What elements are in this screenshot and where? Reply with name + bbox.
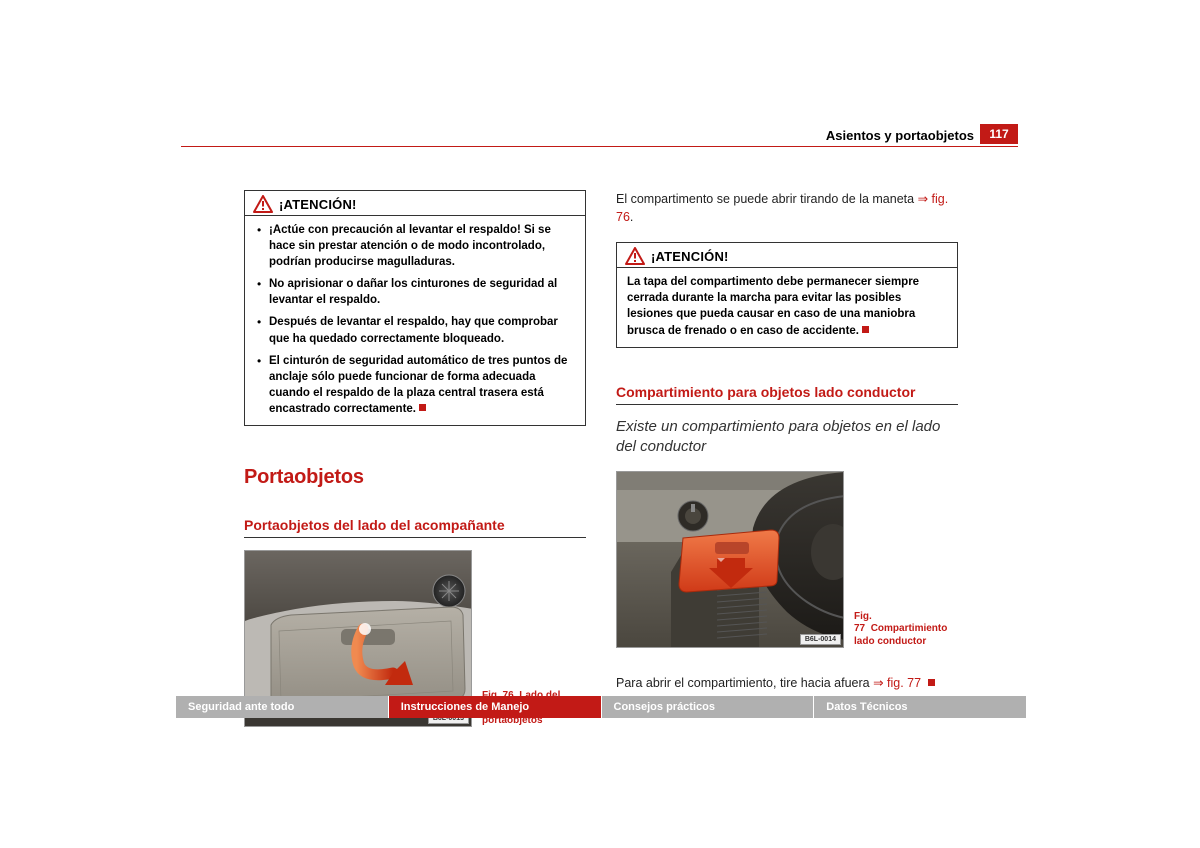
driver-compartment-illustration [617,472,844,648]
attention-title: ¡ATENCIÓN! [279,197,357,212]
subsection-heading: Compartimiento para objetos lado conduct… [616,384,958,400]
warning-icon [625,247,645,265]
end-square-icon [419,404,426,411]
footer-tabs: Seguridad ante todo Instrucciones de Man… [176,696,1026,718]
attention-item: ¡Actúe con precaución al levantar el res… [255,222,575,270]
end-square-icon [862,326,869,333]
attention-box-left: ¡ATENCIÓN! ¡Actúe con precaución al leva… [244,190,586,426]
figure-caption: Fig. 77 Compartimiento lado conductor [854,611,954,649]
attention-item: Después de levantar el respaldo, hay que… [255,314,575,346]
figure-77: B6L-0014 Fig. 77 Compartimiento lado con… [616,471,958,648]
attention-body: ¡Actúe con precaución al levantar el res… [245,216,585,425]
subsection-heading: Portaobjetos del lado del acompañante [244,517,586,533]
attention-item: El cinturón de seguridad automático de t… [255,353,575,417]
page-number: 117 [980,124,1018,144]
tab-instrucciones[interactable]: Instrucciones de Manejo [389,696,602,718]
section-heading: Portaobjetos [244,466,586,489]
end-square-icon [928,679,935,686]
right-column: El compartimento se puede abrir tirando … [616,190,1026,727]
tab-datos[interactable]: Datos Técnicos [814,696,1026,718]
header-rule [181,146,1018,147]
lede-text: Existe un compartimiento para objetos en… [616,417,958,458]
tab-seguridad[interactable]: Seguridad ante todo [176,696,389,718]
chapter-title: Asientos y portaobjetos [826,128,974,143]
left-column: ¡ATENCIÓN! ¡Actúe con precaución al leva… [176,190,586,727]
attention-body: La tapa del compartimento debe permanece… [617,268,957,346]
warning-icon [253,195,273,213]
fig-ref: ⇒ fig. 77 [873,676,921,690]
page-header: Asientos y portaobjetos 117 [176,128,1026,158]
figure-plate: B6L-0014 [800,634,841,645]
attention-item: No aprisionar o dañar los cinturones de … [255,276,575,308]
outro-paragraph: Para abrir el compartimiento, tire hacia… [616,674,958,692]
tab-consejos[interactable]: Consejos prácticos [602,696,815,718]
intro-paragraph: El compartimento se puede abrir tirando … [616,190,958,226]
attention-title: ¡ATENCIÓN! [651,249,729,264]
attention-box-right: ¡ATENCIÓN! La tapa del compartimento deb… [616,242,958,347]
